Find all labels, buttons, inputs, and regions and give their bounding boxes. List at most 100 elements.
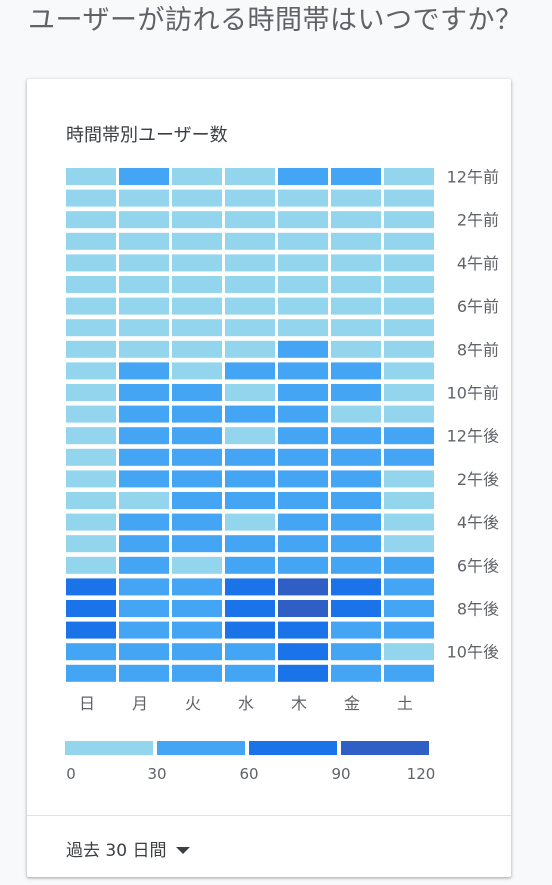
heatmap-cell[interactable]	[384, 168, 434, 185]
heatmap-cell[interactable]	[225, 211, 275, 229]
heatmap-cell[interactable]	[225, 276, 275, 293]
heatmap-cell[interactable]	[384, 535, 434, 553]
heatmap-cell[interactable]	[66, 168, 116, 185]
heatmap-cell[interactable]	[225, 556, 275, 574]
heatmap-cell[interactable]	[119, 492, 169, 509]
heatmap-cell[interactable]	[331, 297, 381, 315]
heatmap-cell[interactable]	[331, 189, 381, 207]
heatmap-cell[interactable]	[331, 513, 381, 531]
heatmap-cell[interactable]	[66, 448, 116, 466]
heatmap-cell[interactable]	[384, 276, 434, 293]
heatmap-cell[interactable]	[384, 405, 434, 423]
heatmap-cell[interactable]	[384, 211, 434, 229]
heatmap-cell[interactable]	[278, 621, 328, 639]
heatmap-cell[interactable]	[119, 189, 169, 207]
heatmap-cell[interactable]	[225, 232, 275, 250]
heatmap-cell[interactable]	[331, 448, 381, 466]
heatmap-cell[interactable]	[384, 513, 434, 531]
heatmap-cell[interactable]	[119, 340, 169, 358]
heatmap-cell[interactable]	[172, 535, 222, 553]
heatmap-cell[interactable]	[66, 643, 116, 661]
heatmap-cell[interactable]	[225, 362, 275, 380]
heatmap-cell[interactable]	[225, 535, 275, 553]
heatmap-cell[interactable]	[225, 340, 275, 358]
heatmap-cell[interactable]	[172, 664, 222, 682]
heatmap-cell[interactable]	[278, 492, 328, 509]
heatmap-cell[interactable]	[384, 470, 434, 488]
heatmap-cell[interactable]	[225, 254, 275, 272]
heatmap-cell[interactable]	[172, 168, 222, 185]
heatmap-cell[interactable]	[278, 405, 328, 423]
heatmap-cell[interactable]	[172, 513, 222, 531]
heatmap-cell[interactable]	[225, 470, 275, 488]
heatmap-cell[interactable]	[278, 232, 328, 250]
heatmap-cell[interactable]	[119, 643, 169, 661]
heatmap-cell[interactable]	[278, 513, 328, 531]
heatmap-cell[interactable]	[278, 427, 328, 445]
heatmap-cell[interactable]	[278, 362, 328, 380]
heatmap-cell[interactable]	[119, 232, 169, 250]
heatmap-cell[interactable]	[384, 621, 434, 639]
heatmap-cell[interactable]	[225, 384, 275, 401]
heatmap-cell[interactable]	[119, 578, 169, 596]
heatmap-cell[interactable]	[66, 664, 116, 682]
heatmap-cell[interactable]	[66, 556, 116, 574]
heatmap-cell[interactable]	[331, 168, 381, 185]
heatmap-cell[interactable]	[331, 340, 381, 358]
heatmap-cell[interactable]	[172, 254, 222, 272]
heatmap-cell[interactable]	[225, 513, 275, 531]
heatmap-cell[interactable]	[225, 600, 275, 617]
heatmap-cell[interactable]	[225, 448, 275, 466]
heatmap-cell[interactable]	[384, 384, 434, 401]
heatmap-cell[interactable]	[66, 513, 116, 531]
heatmap-cell[interactable]	[225, 319, 275, 337]
heatmap-cell[interactable]	[172, 643, 222, 661]
heatmap-cell[interactable]	[278, 189, 328, 207]
heatmap-cell[interactable]	[172, 189, 222, 207]
heatmap-cell[interactable]	[66, 276, 116, 293]
heatmap-cell[interactable]	[278, 276, 328, 293]
heatmap-cell[interactable]	[278, 340, 328, 358]
heatmap-cell[interactable]	[331, 427, 381, 445]
heatmap-cell[interactable]	[331, 254, 381, 272]
heatmap-cell[interactable]	[119, 448, 169, 466]
heatmap-cell[interactable]	[119, 297, 169, 315]
heatmap-cell[interactable]	[66, 535, 116, 553]
heatmap-cell[interactable]	[119, 254, 169, 272]
heatmap-cell[interactable]	[119, 621, 169, 639]
heatmap-cell[interactable]	[278, 384, 328, 401]
heatmap-cell[interactable]	[172, 319, 222, 337]
heatmap-cell[interactable]	[278, 168, 328, 185]
heatmap-cell[interactable]	[172, 470, 222, 488]
heatmap-cell[interactable]	[119, 535, 169, 553]
heatmap-cell[interactable]	[384, 340, 434, 358]
heatmap-cell[interactable]	[119, 556, 169, 574]
heatmap-cell[interactable]	[172, 362, 222, 380]
heatmap-cell[interactable]	[66, 211, 116, 229]
heatmap-cell[interactable]	[331, 492, 381, 509]
heatmap-cell[interactable]	[172, 600, 222, 617]
heatmap-cell[interactable]	[384, 492, 434, 509]
heatmap-cell[interactable]	[225, 427, 275, 445]
heatmap-cell[interactable]	[225, 643, 275, 661]
heatmap-cell[interactable]	[225, 189, 275, 207]
heatmap-cell[interactable]	[384, 297, 434, 315]
heatmap-cell[interactable]	[119, 384, 169, 401]
heatmap-cell[interactable]	[172, 621, 222, 639]
heatmap-cell[interactable]	[172, 232, 222, 250]
heatmap-cell[interactable]	[119, 405, 169, 423]
heatmap-cell[interactable]	[119, 362, 169, 380]
heatmap-cell[interactable]	[384, 362, 434, 380]
heatmap-cell[interactable]	[331, 664, 381, 682]
heatmap-cell[interactable]	[66, 340, 116, 358]
heatmap-cell[interactable]	[278, 319, 328, 337]
heatmap-cell[interactable]	[278, 470, 328, 488]
heatmap-cell[interactable]	[172, 405, 222, 423]
heatmap-cell[interactable]	[384, 556, 434, 574]
heatmap-cell[interactable]	[278, 535, 328, 553]
heatmap-cell[interactable]	[331, 362, 381, 380]
heatmap-cell[interactable]	[172, 384, 222, 401]
heatmap-cell[interactable]	[119, 276, 169, 293]
heatmap-cell[interactable]	[172, 492, 222, 509]
heatmap-cell[interactable]	[66, 319, 116, 337]
